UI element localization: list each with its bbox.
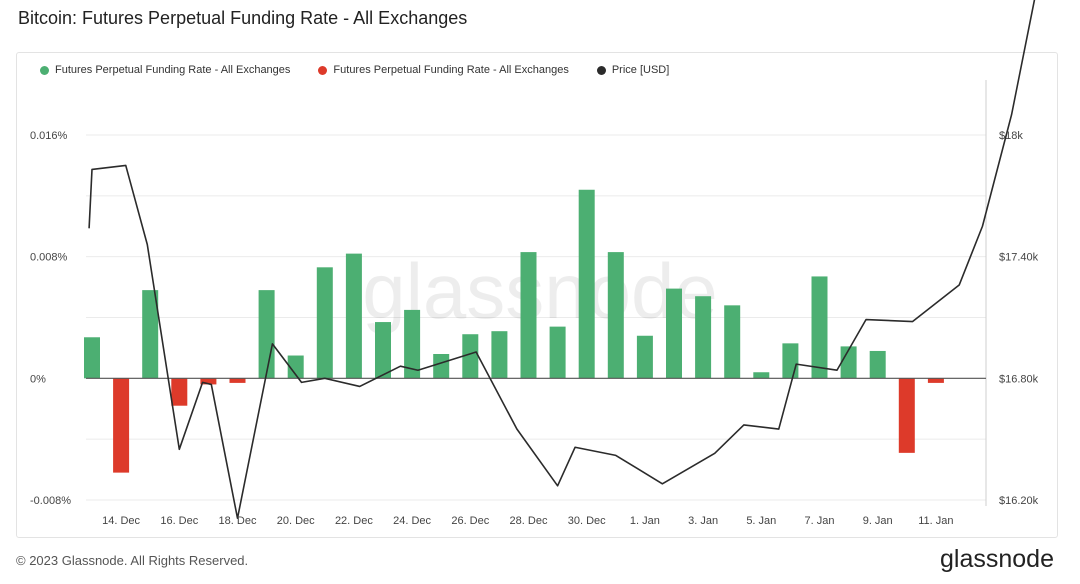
x-tick-label: 28. Dec (510, 515, 548, 527)
y-right-tick-label: $16.20k (999, 495, 1039, 507)
x-tick-label: 20. Dec (277, 515, 315, 527)
funding-bar-positive (84, 337, 100, 379)
funding-bar-positive (375, 322, 391, 379)
x-tick-label: 7. Jan (805, 515, 835, 527)
legend-label: Price [USD] (611, 64, 670, 76)
y-right-tick-label: $16.80k (999, 373, 1039, 385)
x-tick-label: 9. Jan (863, 515, 893, 527)
funding-bar-positive (142, 290, 159, 379)
y-left-tick-label: -0.008% (30, 495, 71, 507)
legend-label: Futures Perpetual Funding Rate - All Exc… (55, 64, 291, 76)
chart-legend: Futures Perpetual Funding Rate - All Exc… (40, 62, 697, 78)
legend-item-negative-funding[interactable]: Futures Perpetual Funding Rate - All Exc… (318, 64, 569, 76)
copyright-text: © 2023 Glassnode. All Rights Reserved. (16, 553, 249, 568)
funding-bar-positive (636, 335, 653, 379)
funding-bar-negative (229, 378, 246, 383)
funding-bar-positive (404, 309, 421, 379)
x-tick-label: 16. Dec (160, 515, 198, 527)
funding-bar-positive (753, 372, 770, 379)
legend-item-positive-funding[interactable]: Futures Perpetual Funding Rate - All Exc… (40, 64, 290, 76)
funding-bar-negative (898, 378, 915, 453)
chart-title: Bitcoin: Futures Perpetual Funding Rate … (18, 8, 468, 28)
x-tick-label: 24. Dec (393, 515, 431, 527)
x-tick-label: 5. Jan (746, 515, 776, 527)
legend-dot-black-icon (596, 65, 606, 75)
y-right-tick-label: $18k (999, 130, 1023, 142)
funding-bar-negative (171, 378, 188, 406)
x-tick-label: 11. Jan (918, 515, 953, 527)
watermark: glassnode (362, 247, 718, 335)
price-line (88, 0, 1036, 520)
funding-bar-positive (462, 334, 479, 379)
funding-bar-positive (782, 343, 799, 379)
funding-bar-negative (200, 378, 217, 385)
y-left-tick-label: 0.016% (30, 130, 68, 142)
funding-bar-positive (549, 326, 566, 379)
funding-bar-positive (287, 355, 304, 379)
y-left-tick-label: 0% (30, 373, 46, 385)
legend-dot-red-icon (318, 65, 328, 75)
funding-bar-positive (433, 354, 450, 379)
y-right-tick-label: $17.40k (999, 252, 1039, 264)
funding-bar-positive (607, 252, 624, 379)
funding-bar-positive (869, 350, 886, 379)
funding-bar-negative (113, 378, 130, 473)
funding-bar-positive (520, 252, 537, 379)
x-tick-label: 3. Jan (688, 515, 718, 527)
x-tick-label: 26. Dec (451, 515, 489, 527)
funding-bar-positive (695, 296, 712, 379)
y-left-tick-label: 0.008% (30, 252, 68, 264)
funding-bar-positive (578, 189, 595, 379)
funding-bar-positive (811, 276, 828, 379)
funding-bar-negative (927, 378, 944, 383)
legend-item-price[interactable]: Price [USD] (596, 64, 670, 76)
funding-bar-positive (258, 290, 275, 379)
funding-bar-positive (491, 331, 508, 379)
funding-bar-positive (840, 346, 857, 379)
legend-dot-green-icon (40, 65, 49, 75)
glassnode-logo: glassnode (940, 545, 1054, 573)
x-tick-label: 22. Dec (335, 515, 373, 527)
x-tick-label: 1. Jan (630, 515, 660, 527)
funding-bar-positive (345, 253, 362, 379)
funding-bar-positive (666, 288, 682, 379)
funding-bar-positive (316, 267, 333, 379)
x-tick-label: 30. Dec (568, 515, 606, 527)
x-tick-label: 14. Dec (102, 515, 140, 527)
x-tick-label: 18. Dec (219, 515, 257, 527)
legend-label: Futures Perpetual Funding Rate - All Exc… (333, 64, 569, 76)
funding-bar-positive (724, 305, 741, 379)
